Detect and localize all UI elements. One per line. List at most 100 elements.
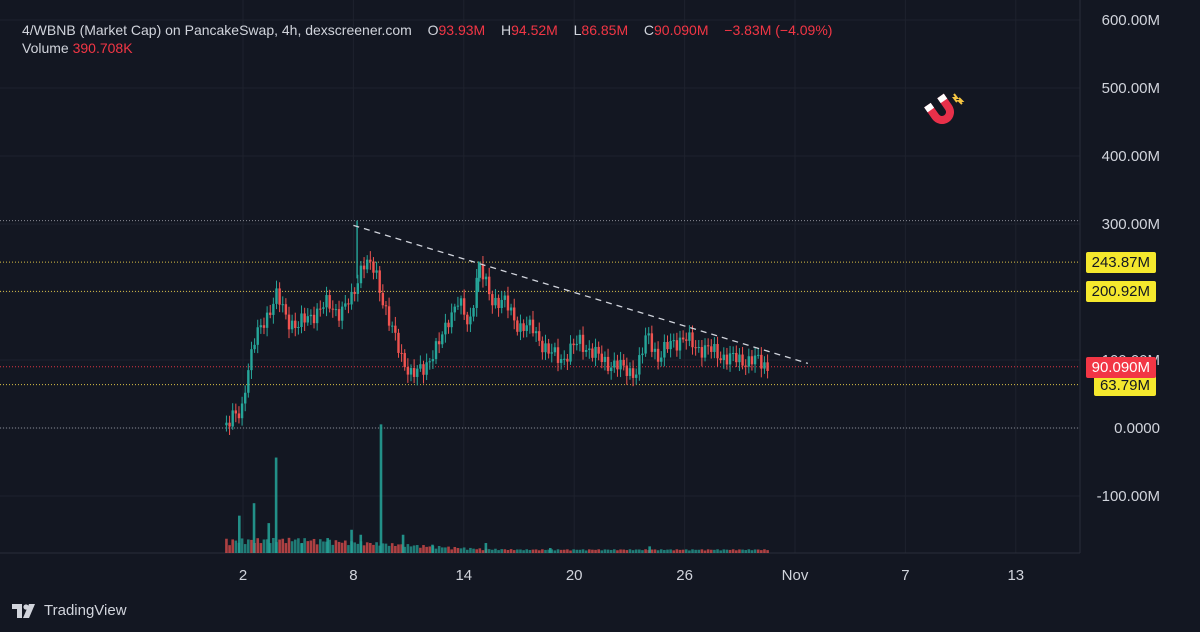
candle-body	[631, 368, 635, 378]
volume-bar	[725, 549, 729, 553]
candle-body	[638, 355, 641, 375]
candle-body	[312, 314, 316, 324]
volume-bar	[247, 539, 250, 553]
candle-body	[591, 348, 594, 358]
volume-bar	[234, 540, 238, 553]
candle-body	[450, 312, 453, 328]
candle-body	[272, 303, 275, 315]
volume-bar	[412, 545, 416, 553]
candle-body	[347, 303, 350, 305]
candle-body	[522, 323, 525, 331]
volume-bar	[516, 549, 519, 553]
tradingview-logo-icon	[12, 603, 38, 618]
candle-body	[731, 352, 735, 354]
volume-bar	[506, 550, 510, 553]
symbol-title[interactable]: 4/WBNB (Market Cap) on PancakeSwap, 4h, …	[22, 22, 412, 38]
magnet-icon[interactable]	[918, 88, 966, 136]
volume-bar	[547, 549, 550, 553]
volume-bar	[290, 541, 294, 553]
candle-body	[569, 343, 572, 362]
candle-body	[509, 307, 513, 311]
volume-label: Volume	[22, 40, 69, 56]
tradingview-logo[interactable]: TradingView	[12, 602, 127, 619]
volume-bar	[293, 539, 297, 553]
brand-name: TradingView	[44, 602, 127, 619]
candle-body	[703, 345, 707, 358]
chart-header: 4/WBNB (Market Cap) on PancakeSwap, 4h, …	[22, 21, 832, 39]
volume-bar	[453, 546, 457, 553]
volume-bar	[628, 549, 632, 553]
volume-bar	[766, 550, 769, 553]
volume-bar	[606, 549, 610, 553]
volume-bar	[478, 548, 482, 553]
volume-bar	[350, 529, 353, 553]
candle-body	[681, 337, 685, 340]
candle-body	[434, 341, 438, 360]
candle-body	[340, 306, 344, 321]
candle-body	[362, 265, 366, 270]
volume-bar	[556, 549, 560, 553]
volume-bar	[462, 547, 466, 553]
candle-body	[422, 364, 425, 375]
y-tick-label: 0.0000	[1114, 420, 1160, 437]
volume-bar	[591, 549, 594, 553]
candle-body	[613, 360, 616, 368]
candle-body	[713, 343, 716, 352]
price-level-badge: 200.92M	[1085, 281, 1156, 303]
candle-body	[656, 348, 660, 362]
volume-bar	[262, 539, 266, 553]
candle-body	[550, 352, 553, 354]
volume-bar	[644, 549, 647, 553]
volume-bar	[256, 538, 260, 553]
candle-body	[416, 368, 419, 377]
volume-bar	[281, 538, 285, 553]
candle-body	[588, 348, 591, 350]
candle-body	[369, 259, 372, 262]
volume-bar	[497, 550, 500, 553]
volume-bar	[431, 544, 434, 553]
volume-bar	[638, 549, 641, 553]
candle-body	[500, 299, 503, 309]
candle-body	[475, 277, 478, 308]
candle-body	[691, 332, 694, 348]
volume-bar	[684, 549, 688, 553]
candle-body	[478, 264, 482, 278]
volume-bar	[331, 544, 335, 553]
candle-body	[244, 392, 247, 404]
volume-bar	[447, 546, 450, 553]
candle-body	[672, 340, 675, 342]
candle-body	[728, 353, 732, 365]
volume-bar	[531, 549, 535, 553]
volume-bar	[700, 549, 704, 553]
volume-bar	[569, 550, 572, 553]
volume-bar	[369, 542, 372, 553]
volume-bar	[609, 549, 613, 553]
volume-bar	[760, 550, 763, 553]
candle-body	[447, 322, 450, 328]
candle-body	[319, 308, 322, 310]
volume-bar	[584, 550, 588, 553]
volume-bar	[425, 546, 428, 553]
candle-body	[419, 364, 422, 369]
candle-body	[753, 355, 757, 365]
volume-bar	[650, 549, 654, 553]
volume-bar	[365, 542, 369, 553]
volume-bar	[415, 545, 419, 553]
volume-bar	[334, 540, 338, 553]
candle-body	[763, 362, 766, 369]
volume-bar	[672, 550, 676, 553]
candle-body	[497, 297, 500, 309]
volume-bar	[359, 534, 363, 553]
volume-bar	[525, 549, 529, 553]
candle-body	[563, 358, 566, 360]
volume-bar	[328, 539, 331, 553]
volume-bar	[387, 545, 391, 553]
candle-body	[584, 349, 588, 352]
volume-bar	[663, 549, 666, 553]
candle-body	[688, 332, 691, 341]
candle-body	[541, 340, 544, 353]
candle-body	[578, 334, 582, 344]
open-label: O	[427, 22, 439, 38]
